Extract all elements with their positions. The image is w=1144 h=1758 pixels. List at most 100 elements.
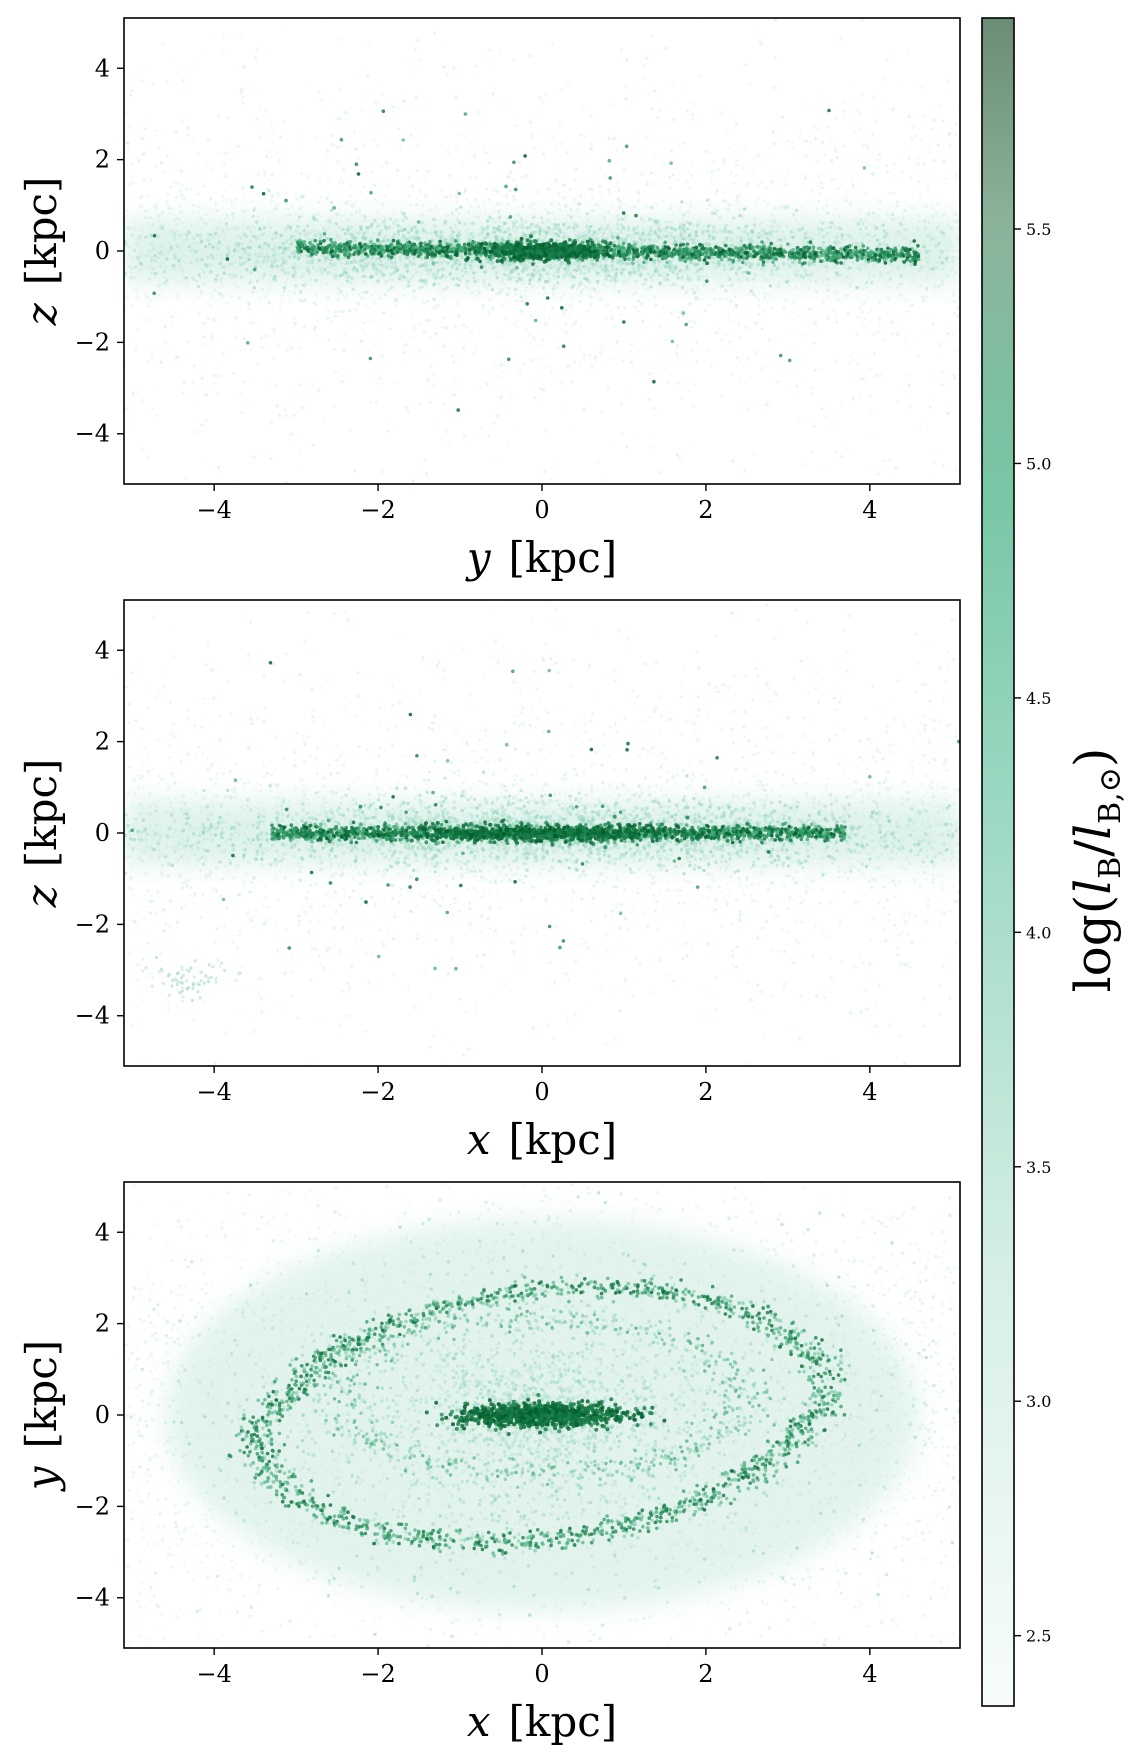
particle: [364, 267, 368, 271]
particle: [147, 241, 151, 245]
particle: [583, 269, 587, 273]
particle: [137, 255, 141, 260]
particle: [489, 284, 493, 288]
particle: [864, 217, 868, 221]
particle: [514, 184, 519, 188]
particle: [147, 221, 151, 225]
particle: [909, 176, 913, 180]
particle: [752, 277, 756, 281]
particle: [354, 307, 358, 311]
particle: [900, 282, 904, 287]
particle: [336, 291, 340, 296]
particle: [833, 267, 837, 271]
particle: [827, 277, 831, 281]
particle: [268, 150, 272, 154]
particle: [526, 232, 531, 236]
particle: [840, 278, 844, 282]
particle: [697, 74, 701, 78]
particle: [863, 264, 867, 268]
particle: [428, 319, 432, 323]
particle: [182, 240, 186, 244]
particle: [616, 197, 621, 201]
particle: [361, 290, 366, 294]
particle: [167, 206, 171, 210]
particle: [897, 230, 902, 235]
particle: [152, 296, 156, 300]
particle: [626, 391, 631, 395]
particle: [950, 244, 954, 248]
particle: [797, 229, 801, 233]
particle: [261, 270, 265, 274]
particle: [160, 210, 165, 215]
particle: [833, 225, 837, 230]
particle: [675, 272, 679, 277]
particle: [1097, 238, 1100, 241]
particle: [777, 281, 781, 285]
particle: [550, 211, 554, 215]
particle: [460, 268, 464, 273]
particle: [872, 216, 876, 220]
particle: [645, 182, 649, 186]
particle: [658, 470, 663, 474]
particle: [371, 321, 375, 325]
particle: [868, 231, 873, 235]
particle: [534, 224, 539, 228]
particle: [149, 216, 154, 220]
particle: [888, 277, 892, 281]
particle: [513, 287, 517, 291]
particle: [752, 239, 757, 243]
particle: [529, 136, 533, 140]
particle: [542, 318, 546, 322]
particle: [202, 282, 206, 286]
particle: [303, 226, 308, 230]
particle: [456, 274, 460, 278]
particle: [266, 291, 270, 295]
particle: [379, 223, 383, 227]
particle: [248, 231, 252, 235]
particle: [161, 43, 165, 47]
particle: [500, 276, 505, 280]
particle: [928, 266, 932, 270]
particle: [803, 176, 807, 180]
particle: [376, 274, 380, 278]
particle: [246, 400, 250, 404]
particle: [612, 284, 617, 288]
particle: [946, 79, 950, 83]
particle: [878, 302, 882, 306]
particle: [635, 239, 639, 243]
particle: [832, 407, 837, 411]
particle: [520, 219, 525, 223]
particle: [953, 132, 957, 136]
particle: [956, 238, 960, 242]
particle: [895, 205, 899, 209]
particle: [739, 163, 743, 167]
particle: [434, 274, 438, 278]
particle: [728, 204, 732, 208]
particle: [851, 328, 855, 333]
particle: [652, 295, 657, 299]
particle: [890, 320, 894, 324]
particle: [399, 258, 403, 262]
particle: [525, 261, 529, 265]
particle: [917, 170, 921, 174]
particle: [836, 243, 841, 247]
particle: [252, 225, 256, 229]
particle: [615, 261, 619, 265]
particle: [148, 299, 152, 303]
particle: [224, 198, 228, 202]
particle: [237, 232, 241, 236]
particle: [803, 173, 807, 177]
particle: [713, 297, 717, 301]
particle: [533, 226, 537, 230]
particle: [383, 216, 387, 220]
particle: [241, 95, 246, 99]
particle: [865, 162, 869, 166]
particle: [178, 245, 182, 249]
particle: [928, 405, 932, 409]
particle: [593, 356, 598, 360]
particle: [323, 268, 327, 272]
particle: [656, 270, 660, 274]
particle: [443, 384, 447, 388]
particle: [485, 382, 489, 386]
particle: [952, 288, 957, 292]
